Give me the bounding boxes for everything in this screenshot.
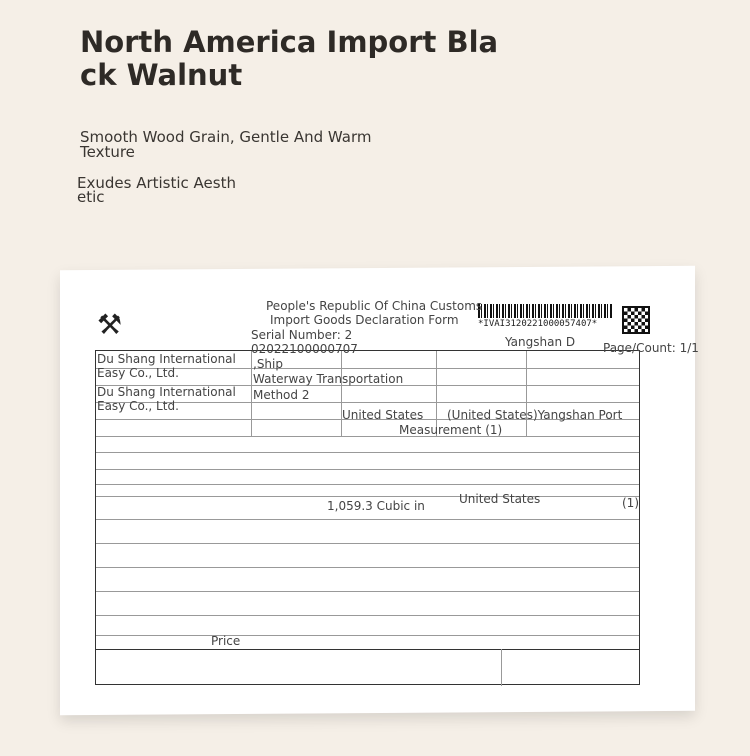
consignee-company: Du Shang International Easy Co., Ltd. [97,352,236,380]
price-label: Price [211,634,241,648]
serial-number: 02022100000707 [251,342,358,356]
entry-port: (United States)Yangshan Port [447,408,623,422]
item-quantity: (1) [622,496,639,510]
consumer-company: Du Shang International Easy Co., Ltd. [97,385,236,413]
qr-code [622,306,650,334]
item-volume: 1,059.3 Cubic in [327,499,425,513]
declaration-table [95,350,640,686]
serial-label: Serial Number: 2 [251,328,353,342]
form-title-line-1: People's Republic Of China Customs [266,299,483,313]
subtitle-secondary: Exudes Artistic Aesthetic [77,174,236,206]
port-short: Yangshan D [505,335,576,349]
customs-emblem-icon: ⚒ [97,308,123,341]
item-origin: United States [459,492,541,506]
transport-mode: Waterway Transportation [253,372,404,386]
transport-ship: ,Ship [253,357,283,371]
trade-country: United States [342,408,424,422]
measurement: Measurement (1) [399,423,503,437]
page-count: Page/Count: 1/1 [603,341,699,355]
page-title: North America Import Black Walnut [80,25,499,92]
barcode [478,304,613,318]
supervision-method: Method 2 [253,388,310,402]
barcode-number: *IVAI3120221000057407* [478,319,598,329]
form-title-line-2: Import Goods Declaration Form [270,313,459,327]
subtitle: Smooth Wood Grain, Gentle And Warm Textu… [80,128,372,161]
